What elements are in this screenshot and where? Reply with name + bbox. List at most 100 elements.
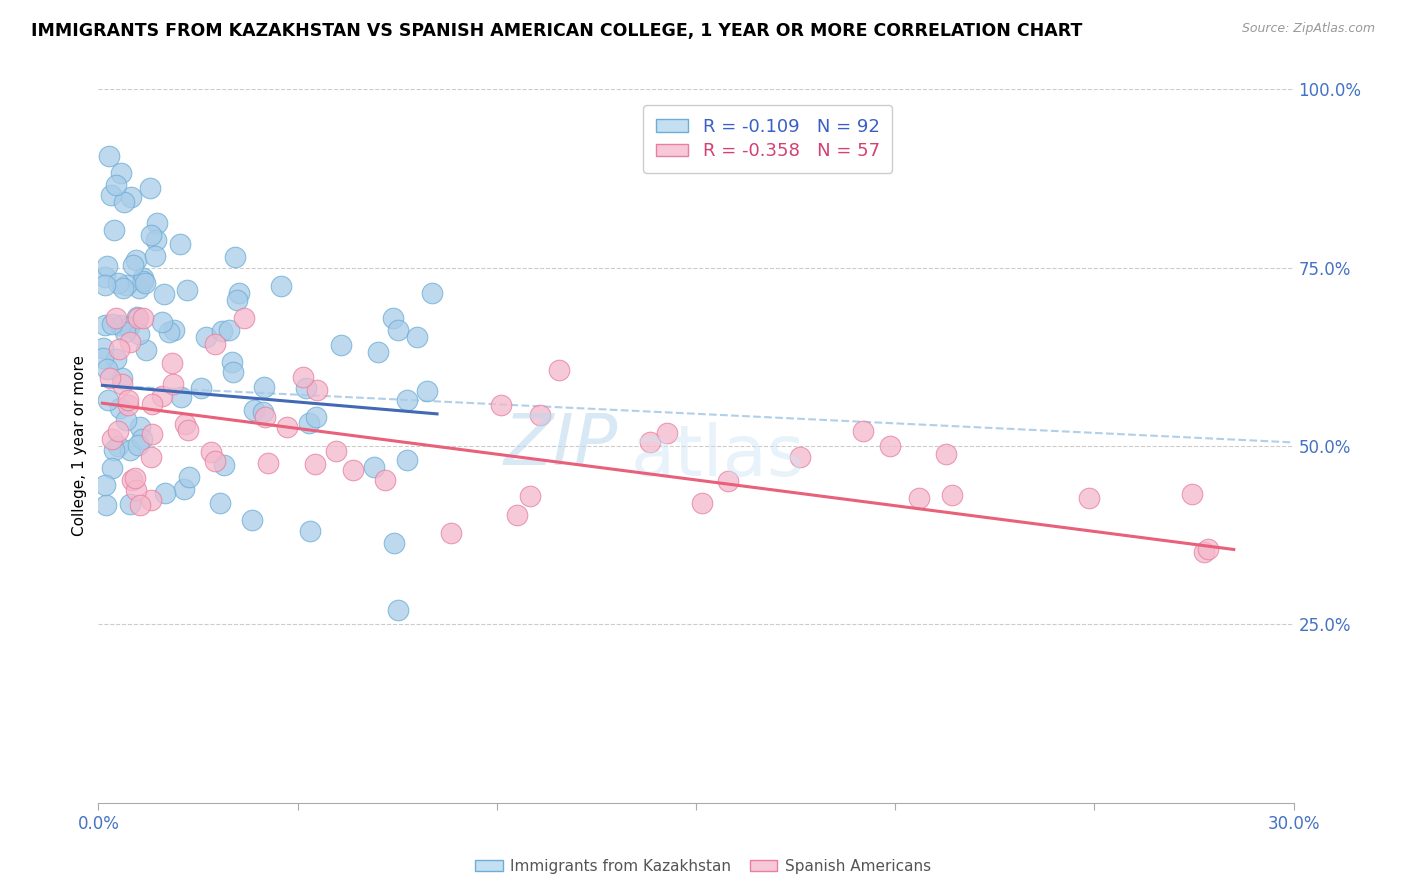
Point bbox=[91, 351, 114, 366]
Point bbox=[135, 343, 157, 357]
Point bbox=[107, 277, 129, 291]
Point bbox=[1181, 487, 1204, 501]
Point bbox=[941, 488, 963, 502]
Point bbox=[396, 393, 419, 408]
Point bbox=[342, 463, 364, 477]
Point bbox=[94, 318, 117, 333]
Point bbox=[325, 444, 347, 458]
Y-axis label: College, 1 year or more: College, 1 year or more bbox=[72, 356, 87, 536]
Point bbox=[98, 149, 121, 163]
Point bbox=[139, 450, 162, 464]
Point bbox=[212, 458, 235, 472]
Point bbox=[125, 252, 148, 267]
Point bbox=[118, 335, 141, 350]
Legend: Immigrants from Kazakhstan, Spanish Americans: Immigrants from Kazakhstan, Spanish Amer… bbox=[470, 853, 936, 880]
Point bbox=[163, 323, 186, 337]
Point bbox=[157, 325, 180, 339]
Point bbox=[141, 493, 163, 508]
Point bbox=[96, 362, 118, 376]
Point bbox=[420, 285, 443, 300]
Point bbox=[141, 426, 163, 441]
Point bbox=[105, 352, 128, 367]
Point bbox=[387, 603, 409, 617]
Legend: R = -0.109   N = 92, R = -0.358   N = 57: R = -0.109 N = 92, R = -0.358 N = 57 bbox=[643, 105, 893, 173]
Point bbox=[233, 310, 256, 325]
Point bbox=[253, 379, 276, 393]
Point bbox=[305, 410, 328, 425]
Point bbox=[363, 460, 385, 475]
Point bbox=[440, 526, 463, 541]
Point bbox=[132, 274, 155, 288]
Point bbox=[100, 188, 122, 202]
Point bbox=[1192, 545, 1215, 559]
Point bbox=[155, 486, 177, 500]
Point bbox=[108, 401, 131, 415]
Point bbox=[387, 323, 409, 337]
Point bbox=[127, 310, 149, 325]
Point bbox=[145, 233, 167, 247]
Point bbox=[169, 237, 191, 252]
Point bbox=[139, 228, 162, 243]
Point bbox=[395, 453, 418, 467]
Point bbox=[240, 513, 263, 527]
Point bbox=[519, 489, 541, 503]
Point bbox=[257, 456, 280, 470]
Point bbox=[121, 473, 143, 487]
Point bbox=[935, 447, 957, 461]
Point bbox=[128, 498, 150, 512]
Point bbox=[108, 318, 131, 333]
Point bbox=[117, 398, 139, 412]
Point bbox=[120, 443, 142, 458]
Point bbox=[295, 381, 318, 395]
Point bbox=[112, 195, 135, 210]
Point bbox=[120, 190, 142, 204]
Point bbox=[907, 491, 929, 506]
Point bbox=[110, 166, 132, 180]
Point bbox=[221, 355, 243, 369]
Point bbox=[224, 251, 246, 265]
Point bbox=[96, 259, 118, 273]
Point bbox=[190, 381, 212, 395]
Point bbox=[243, 402, 266, 417]
Point bbox=[690, 496, 713, 510]
Point bbox=[153, 287, 176, 301]
Point bbox=[218, 323, 240, 337]
Point bbox=[505, 508, 527, 523]
Point bbox=[94, 499, 117, 513]
Point bbox=[292, 370, 315, 384]
Point bbox=[367, 345, 389, 359]
Point bbox=[129, 420, 152, 434]
Point bbox=[276, 420, 298, 434]
Point bbox=[655, 425, 678, 440]
Point bbox=[143, 249, 166, 263]
Point bbox=[94, 278, 117, 293]
Point bbox=[194, 330, 217, 344]
Point bbox=[104, 178, 127, 192]
Point bbox=[101, 461, 124, 475]
Point bbox=[211, 324, 233, 338]
Point bbox=[299, 524, 322, 539]
Point bbox=[179, 470, 201, 484]
Point bbox=[852, 425, 875, 439]
Point bbox=[160, 356, 183, 370]
Point bbox=[98, 370, 121, 384]
Point bbox=[204, 454, 226, 468]
Point bbox=[228, 286, 250, 301]
Point bbox=[111, 376, 134, 391]
Text: ZIP: ZIP bbox=[503, 411, 619, 481]
Point bbox=[107, 439, 129, 453]
Point bbox=[879, 438, 901, 452]
Point bbox=[270, 279, 292, 293]
Point bbox=[176, 423, 198, 437]
Point bbox=[717, 474, 740, 488]
Point bbox=[381, 311, 404, 326]
Point bbox=[200, 445, 222, 459]
Point bbox=[118, 497, 141, 511]
Point bbox=[638, 434, 661, 449]
Point bbox=[298, 417, 321, 431]
Point bbox=[128, 327, 150, 342]
Point bbox=[117, 393, 139, 408]
Point bbox=[103, 222, 125, 236]
Point bbox=[103, 442, 125, 457]
Point bbox=[94, 269, 117, 284]
